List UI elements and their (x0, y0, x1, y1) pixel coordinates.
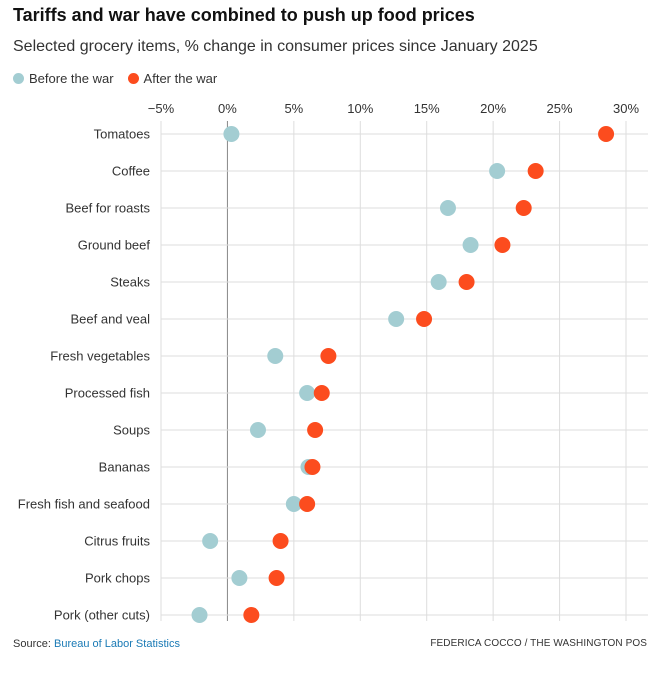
category-label: Bananas (99, 460, 151, 475)
dot-before-war (191, 607, 208, 623)
x-tick-label: 0% (218, 101, 237, 116)
dot-after-war (299, 496, 316, 512)
dot-before-war (231, 570, 248, 586)
category-label: Coffee (112, 164, 150, 179)
legend-swatch-after (127, 73, 139, 84)
legend-item-after: After the war (127, 71, 218, 86)
category-label: Pork chops (85, 571, 151, 586)
chart-subtitle: Selected grocery items, % change in cons… (13, 38, 538, 55)
category-label: Ground beef (78, 238, 151, 253)
x-tick-label: −5% (148, 101, 175, 116)
dot-before-war (489, 163, 506, 179)
dot-before-war (249, 422, 266, 438)
dot-after-war (416, 311, 433, 327)
category-label: Processed fish (65, 386, 150, 401)
legend-swatch-before (13, 73, 24, 84)
credit-line: FEDERICA COCCO / THE WASHINGTON POS (430, 638, 647, 649)
x-tick-label: 30% (613, 101, 639, 116)
category-label: Fresh fish and seafood (18, 497, 150, 512)
category-label: Tomatoes (94, 127, 151, 142)
dot-after-war (320, 348, 337, 364)
category-label: Beef for roasts (65, 201, 150, 216)
source-link[interactable]: Bureau of Labor Statistics (53, 638, 180, 650)
dot-before-war (267, 348, 284, 364)
legend-item-before: Before the war (13, 71, 114, 86)
dot-plot-chart: −5% 0% 5% 10% 15% 20% 25% 30% Tomatoes Coffee Beef… (18, 101, 648, 623)
legend-label-after: After the war (143, 71, 218, 86)
dot-before-war (285, 496, 302, 512)
source-note: Source: Bureau of Labor Statistics (13, 638, 180, 650)
dot-before-war (388, 311, 405, 327)
x-tick-label: 10% (347, 101, 373, 116)
dot-after-war (527, 163, 544, 179)
category-label: Soups (113, 423, 150, 438)
chart-title: Tariffs and war have combined to push up… (13, 5, 475, 25)
source-label: Source: (13, 638, 51, 650)
dot-after-war (304, 459, 321, 475)
dot-after-war (307, 422, 324, 438)
dot-after-war (515, 200, 532, 216)
legend-label-before: Before the war (29, 71, 114, 86)
category-label: Pork (other cuts) (54, 608, 150, 623)
category-label: Fresh vegetables (50, 349, 150, 364)
dot-after-war (598, 126, 615, 142)
dot-before-war (223, 126, 240, 142)
category-label: Beef and veal (70, 312, 150, 327)
legend: Before the war After the war (13, 71, 231, 86)
dot-after-war (243, 607, 260, 623)
dot-before-war (202, 533, 219, 549)
dot-before-war (439, 200, 456, 216)
category-label: Citrus fruits (84, 534, 150, 549)
x-tick-label: 15% (414, 101, 440, 116)
x-tick-label: 5% (284, 101, 303, 116)
dot-after-war (272, 533, 289, 549)
dot-before-war (462, 237, 479, 253)
dot-after-war (313, 385, 330, 401)
dot-after-war (268, 570, 285, 586)
dot-after-war (494, 237, 511, 253)
x-tick-label: 25% (547, 101, 573, 116)
dot-before-war (430, 274, 447, 290)
dot-before-war (299, 385, 316, 401)
dot-after-war (458, 274, 475, 290)
x-tick-label: 20% (480, 101, 506, 116)
category-label: Steaks (110, 275, 150, 290)
